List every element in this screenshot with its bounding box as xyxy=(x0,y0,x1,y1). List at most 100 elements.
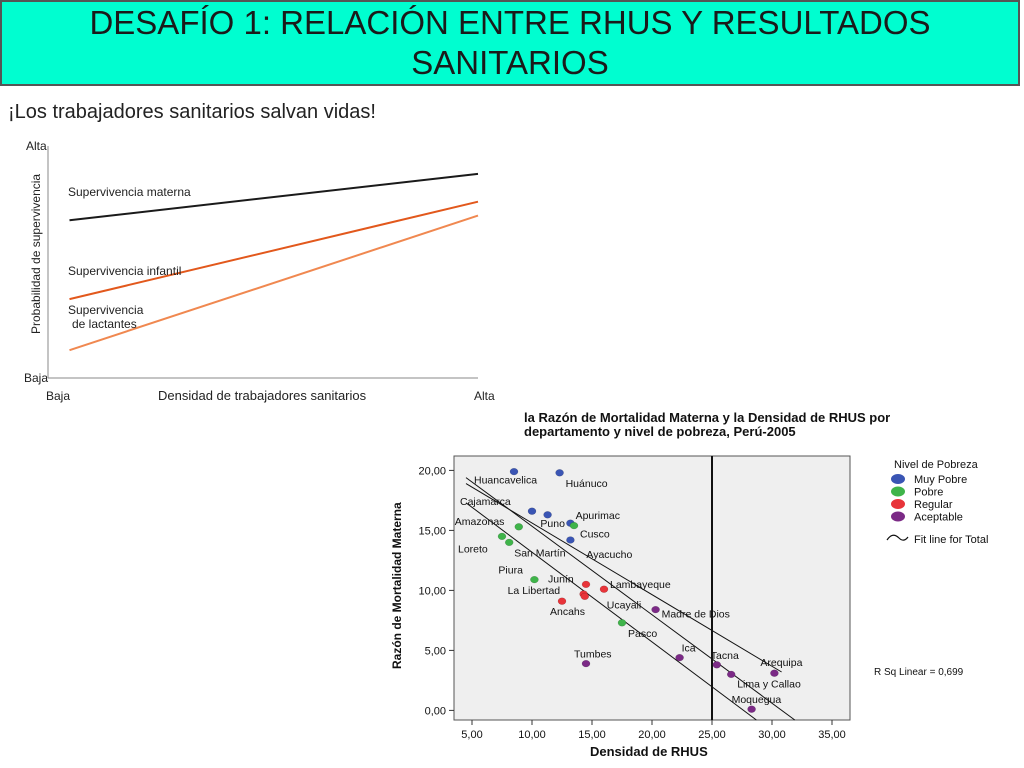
slide-subtitle: ¡Los trabajadores sanitarios salvan vida… xyxy=(8,101,376,123)
point-piura xyxy=(530,575,539,584)
legend-label-muy-pobre: Muy Pobre xyxy=(914,474,967,486)
x-tick-label: 30,00 xyxy=(758,729,786,741)
point-ica xyxy=(675,653,684,662)
point-label-san-martin: San Martín xyxy=(514,547,566,559)
point-ancahs xyxy=(557,597,567,605)
x-tick-label: 5,00 xyxy=(461,729,482,741)
fit-line-legend-icon xyxy=(886,534,909,541)
chart-title-line1: la Razón de Mortalidad Materna y la Dens… xyxy=(524,410,890,425)
series-label-supervivencia-de-lactantes: Supervivencia de lactantes xyxy=(68,303,144,331)
point-label-cusco: Cusco xyxy=(580,529,610,541)
point-label-pasco: Pasco xyxy=(628,628,657,640)
point-label-lambayeque: Lambayeque xyxy=(610,579,671,591)
point-lima-y-callao xyxy=(726,670,736,679)
point-label-tacna: Tacna xyxy=(711,650,739,662)
plot-area xyxy=(453,455,851,721)
point-label-lima-y-callao: Lima y Callao xyxy=(737,678,801,690)
survival-line-chart: Supervivencia materna Supervivencia infan… xyxy=(24,139,495,403)
slide-title: DESAFÍO 1: RELACIÓN ENTRE RHUS Y RESULTA… xyxy=(89,4,931,81)
series-line-supervivencia-de-lactantes xyxy=(69,214,479,352)
point-label-huanuco: Huánuco xyxy=(566,478,608,490)
y-tick-label: 15,00 xyxy=(418,525,446,537)
legend-label-aceptable: Aceptable xyxy=(914,512,963,524)
title-banner: DESAFÍO 1: RELACIÓN ENTRE RHUS Y RESULTA… xyxy=(0,0,1020,86)
point-moquegua xyxy=(747,705,756,713)
point-label-cajamarca: Cajamarca xyxy=(460,496,511,508)
legend-marker-regular xyxy=(891,499,905,509)
point-tacna xyxy=(712,661,722,669)
point-amazonas xyxy=(514,523,524,531)
point-label-ayacucho: Ayacucho xyxy=(586,549,632,561)
axis-ticks: 5,00 10,00 15,00 20,00 25,00 30,00 35,00 0,00 5,… xyxy=(418,465,845,741)
y-tick-high: Alta xyxy=(26,139,47,153)
point-label-huancavelica: Huancavelica xyxy=(474,475,537,487)
point-label-apurimac: Apurimac xyxy=(576,510,620,522)
fit-line xyxy=(465,483,782,673)
legend-label-regular: Regular xyxy=(914,499,953,511)
x-tick-high: Alta xyxy=(474,389,495,403)
mortality-scatter-chart: la Razón de Mortalidad Materna y la Dens… xyxy=(390,410,988,759)
point-label-loreto: Loreto xyxy=(458,543,488,555)
point-madre-de-dios xyxy=(651,605,660,614)
legend-fit-label: Fit line for Total xyxy=(914,534,988,546)
point-huanuco xyxy=(555,469,564,477)
y-tick-label: 20,00 xyxy=(418,465,446,477)
series-label-supervivencia-materna: Supervivencia materna xyxy=(68,185,191,199)
point-label-ancahs: Ancahs xyxy=(550,606,585,618)
fit-line xyxy=(465,477,796,721)
point-cusco xyxy=(569,521,579,530)
points-group xyxy=(497,467,779,713)
x-tick-low: Baja xyxy=(46,389,70,403)
point-label-arequipa: Arequipa xyxy=(760,657,802,669)
point-label-piura: Piura xyxy=(498,565,523,577)
legend-marker-muy-pobre xyxy=(891,474,905,484)
y-axis-label: Probabilidad de supervivencia xyxy=(29,174,43,334)
series-line-supervivencia-infantil xyxy=(69,200,479,301)
chart-title-line2: departamento y nivel de pobreza, Perú-20… xyxy=(524,424,796,439)
x-tick-label: 10,00 xyxy=(518,729,546,741)
point-labels: Huancavelica Huánuco Cajamarca Apurimac Amaz… xyxy=(455,475,803,707)
point-pasco xyxy=(617,619,627,627)
point-arequipa xyxy=(770,669,779,677)
r-squared-annotation: R Sq Linear = 0,699 xyxy=(874,667,964,678)
legend-marker-pobre xyxy=(891,486,905,497)
point-huancavelica xyxy=(509,467,519,476)
legend-marker-aceptable xyxy=(891,511,905,522)
point-label-puno: Puno xyxy=(540,518,565,530)
y-tick-low: Baja xyxy=(24,371,48,385)
point-cajamarca xyxy=(527,507,537,515)
point-label-ucayali: Ucayali xyxy=(607,599,641,611)
legend-label-pobre: Pobre xyxy=(914,487,943,499)
point-label-tumbes: Tumbes xyxy=(574,649,612,661)
point-label-ica: Ica xyxy=(682,643,696,655)
y-tick-label: 0,00 xyxy=(425,705,446,717)
series-label-supervivencia-infantil: Supervivencia infantil xyxy=(68,264,181,278)
x-tick-label: 35,00 xyxy=(818,729,846,741)
legend: Nivel de Pobreza Muy PobrePobreRegularAc… xyxy=(886,459,988,546)
series-group xyxy=(69,172,479,352)
x-tick-label: 20,00 xyxy=(638,729,666,741)
fit-lines xyxy=(465,477,796,721)
point-loreto xyxy=(497,532,507,541)
x-axis-label: Densidad de trabajadores sanitarios xyxy=(158,388,367,403)
point-label-moquegua: Moquegua xyxy=(732,694,782,706)
point-ucayali xyxy=(580,592,590,601)
point-label-la-libertad: La Libertad xyxy=(508,585,561,597)
point-tumbes xyxy=(581,659,591,668)
legend-title: Nivel de Pobreza xyxy=(894,459,979,471)
point-ayacucho xyxy=(566,536,575,544)
point-label-amazonas: Amazonas xyxy=(455,516,505,528)
fit-line xyxy=(465,502,757,721)
y-axis-label: Razón de Mortalidad Materna xyxy=(390,502,404,669)
series-labels: Supervivencia materna Supervivencia infan… xyxy=(68,185,191,331)
x-axis-label: Densidad de RHUS xyxy=(590,744,708,759)
point-san-martin xyxy=(504,538,514,547)
x-tick-label: 25,00 xyxy=(698,729,726,741)
x-tick-label: 15,00 xyxy=(578,729,606,741)
point-junin xyxy=(581,580,591,589)
point-lambayeque xyxy=(599,585,609,593)
point-label-madre-de-dios: Madre de Dios xyxy=(662,609,730,621)
y-tick-label: 5,00 xyxy=(425,645,446,657)
point-label-junin: Junín xyxy=(548,573,574,585)
